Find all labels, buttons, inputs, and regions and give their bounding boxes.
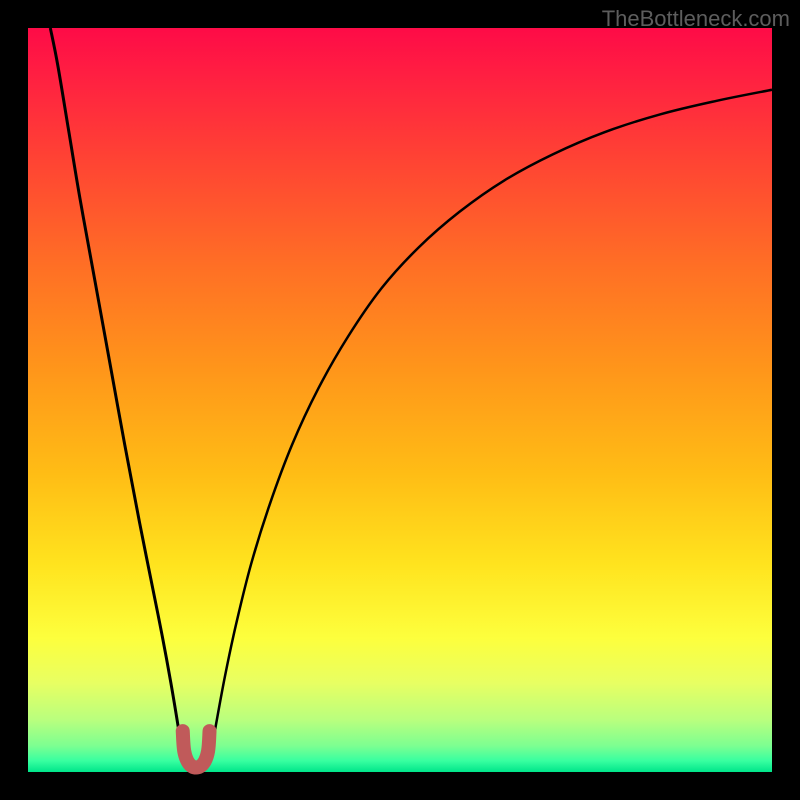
chart-canvas: TheBottleneck.com	[0, 0, 800, 800]
watermark-label: TheBottleneck.com	[602, 6, 790, 32]
bottleneck-chart	[0, 0, 800, 800]
plot-background	[28, 28, 772, 772]
